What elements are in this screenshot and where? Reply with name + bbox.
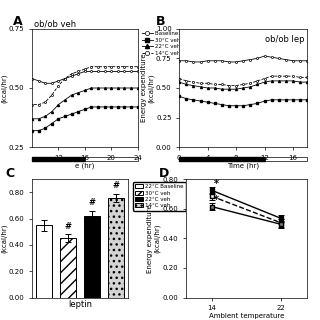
Legend: 22°C Baseline, 30°C veh, 22°C veh, 14°C veh: 22°C Baseline, 30°C veh, 22°C veh, 14°C … — [133, 182, 186, 211]
X-axis label: e (hr): e (hr) — [75, 162, 94, 169]
Text: B: B — [156, 15, 166, 28]
Bar — [60, 238, 76, 298]
Text: A: A — [13, 15, 23, 28]
Bar — [108, 198, 124, 298]
Text: *: * — [214, 195, 219, 205]
Y-axis label: Energy expenditure
(kcal/hr): Energy expenditure (kcal/hr) — [0, 204, 7, 273]
X-axis label: Time (hr): Time (hr) — [227, 162, 259, 169]
Text: D: D — [159, 167, 169, 180]
Text: #: # — [88, 198, 95, 207]
Y-axis label: Energy expenditure
(kcal/hr): Energy expenditure (kcal/hr) — [0, 54, 7, 122]
X-axis label: leptin: leptin — [68, 300, 92, 309]
Text: #: # — [112, 181, 119, 190]
Bar — [85, 157, 138, 161]
Text: *: * — [214, 179, 219, 189]
Bar — [265, 157, 307, 161]
Y-axis label: Energy expenditure
(kcal/hr): Energy expenditure (kcal/hr) — [141, 54, 155, 122]
Text: C: C — [5, 167, 14, 180]
Y-axis label: Energy expenditure
(kcal/hr): Energy expenditure (kcal/hr) — [147, 204, 161, 273]
Bar — [36, 225, 52, 298]
Legend: Baseline 22°C, 30°C veh, 22°C veh, 14°C veh: Baseline 22°C, 30°C veh, 22°C veh, 14°C … — [140, 29, 196, 58]
X-axis label: Ambient temperature: Ambient temperature — [209, 313, 284, 319]
Text: #: # — [65, 222, 72, 231]
Bar — [32, 157, 85, 161]
Bar — [179, 157, 265, 161]
Bar — [84, 216, 100, 298]
Text: ob/ob lep: ob/ob lep — [265, 35, 305, 44]
Text: ob/ob veh: ob/ob veh — [34, 19, 76, 28]
